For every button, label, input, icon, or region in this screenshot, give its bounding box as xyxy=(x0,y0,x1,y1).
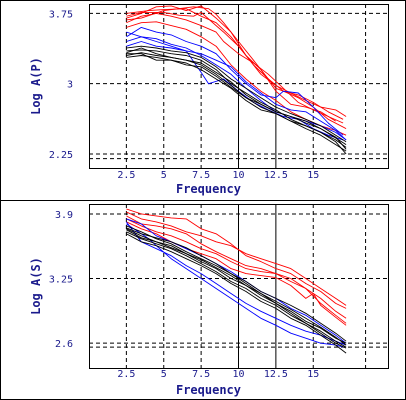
series-line-blue xyxy=(126,26,344,136)
y-tick-label: 3.9 xyxy=(55,210,73,221)
series-line-blue xyxy=(126,31,347,141)
x-tick-label: 15 xyxy=(307,170,319,181)
series-line-red xyxy=(126,12,344,124)
series-line-black xyxy=(126,53,347,150)
x-tick-label: 15 xyxy=(307,369,319,380)
series-line-black xyxy=(126,227,347,342)
series-line-black xyxy=(126,47,347,152)
y-tick-label: 3.25 xyxy=(49,275,73,286)
series-line-black xyxy=(126,45,347,143)
x-tick-label: 12.5 xyxy=(264,170,288,181)
x-tick-label: 2.5 xyxy=(117,170,135,181)
x-axis-label: Frequency xyxy=(176,383,241,397)
y-tick-label: 2.25 xyxy=(49,150,73,161)
bottom-panel-log-as: 2.5 5 7.5 10 12.5 15 2.6 3.25 3.9 Frequency Log A(… xyxy=(29,204,389,397)
series-line-red xyxy=(126,218,347,324)
x-tick-label: 7.5 xyxy=(192,369,210,380)
series-line-black xyxy=(126,231,347,349)
series-line-blue xyxy=(126,36,347,141)
series-line-black xyxy=(126,55,347,155)
x-tick-label: 5 xyxy=(161,170,167,181)
x-tick-label: 5 xyxy=(161,369,167,380)
x-tick-label: 10 xyxy=(232,170,244,181)
series-line-blue xyxy=(126,218,347,344)
x-tick-label: 2.5 xyxy=(117,369,135,380)
y-axis-label: Log A(S) xyxy=(29,257,43,315)
series-line-red xyxy=(126,6,347,129)
y-tick-label: 3 xyxy=(67,80,73,91)
y-tick-label: 2.6 xyxy=(55,339,73,350)
series-line-black xyxy=(126,229,347,346)
series-line-red xyxy=(126,221,347,326)
series-line-black xyxy=(126,52,347,145)
series-line-black xyxy=(126,228,347,348)
y-axis-label: Log A(P) xyxy=(29,57,43,115)
series-line-red xyxy=(126,211,347,306)
series-line-red xyxy=(126,11,344,120)
series-line-red xyxy=(126,5,347,117)
top-panel-log-ap: 2.5 5 7.5 10 12.5 15 2.25 3 3.75 Frequency Log A(P… xyxy=(29,4,389,196)
x-tick-label: 10 xyxy=(232,369,244,380)
x-axis-label: Frequency xyxy=(176,182,241,196)
series-line-black xyxy=(126,225,347,344)
x-tick-label: 7.5 xyxy=(192,170,210,181)
y-tick-label: 3.75 xyxy=(49,9,73,20)
series-line-black xyxy=(126,233,347,354)
x-tick-label: 12.5 xyxy=(264,369,288,380)
